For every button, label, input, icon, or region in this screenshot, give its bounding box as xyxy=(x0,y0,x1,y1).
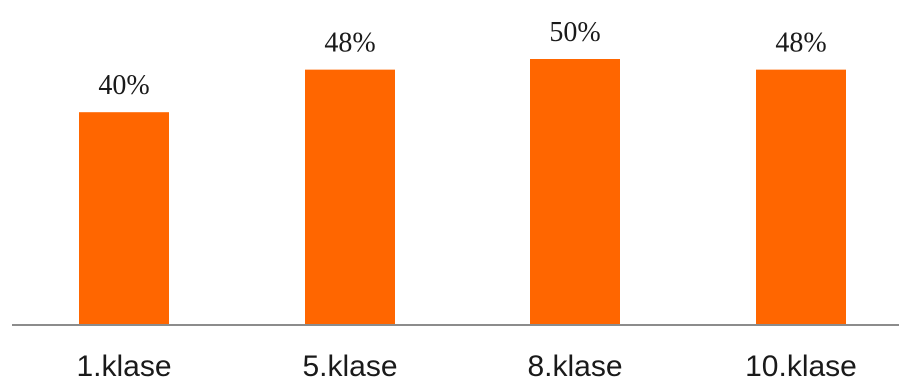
bar-1.klase xyxy=(79,112,169,325)
value-labels-group: 40% 48% 50% 48% xyxy=(98,17,826,101)
category-label-5.klase: 5.klase xyxy=(302,350,397,383)
bar-8.klase xyxy=(530,59,620,325)
bars-group xyxy=(79,59,846,325)
category-label-8.klase: 8.klase xyxy=(527,350,622,383)
data-label-8.klase: 50% xyxy=(549,17,600,48)
data-label-10.klase: 48% xyxy=(775,28,826,59)
category-label-1.klase: 1.klase xyxy=(76,350,171,383)
category-labels-group: 1.klase 5.klase 8.klase 10.klase xyxy=(76,350,856,383)
data-label-1.klase: 40% xyxy=(98,70,149,101)
bar-5.klase xyxy=(305,69,395,325)
bar-10.klase xyxy=(756,69,846,325)
category-label-10.klase: 10.klase xyxy=(745,350,857,383)
data-label-5.klase: 48% xyxy=(324,28,375,59)
